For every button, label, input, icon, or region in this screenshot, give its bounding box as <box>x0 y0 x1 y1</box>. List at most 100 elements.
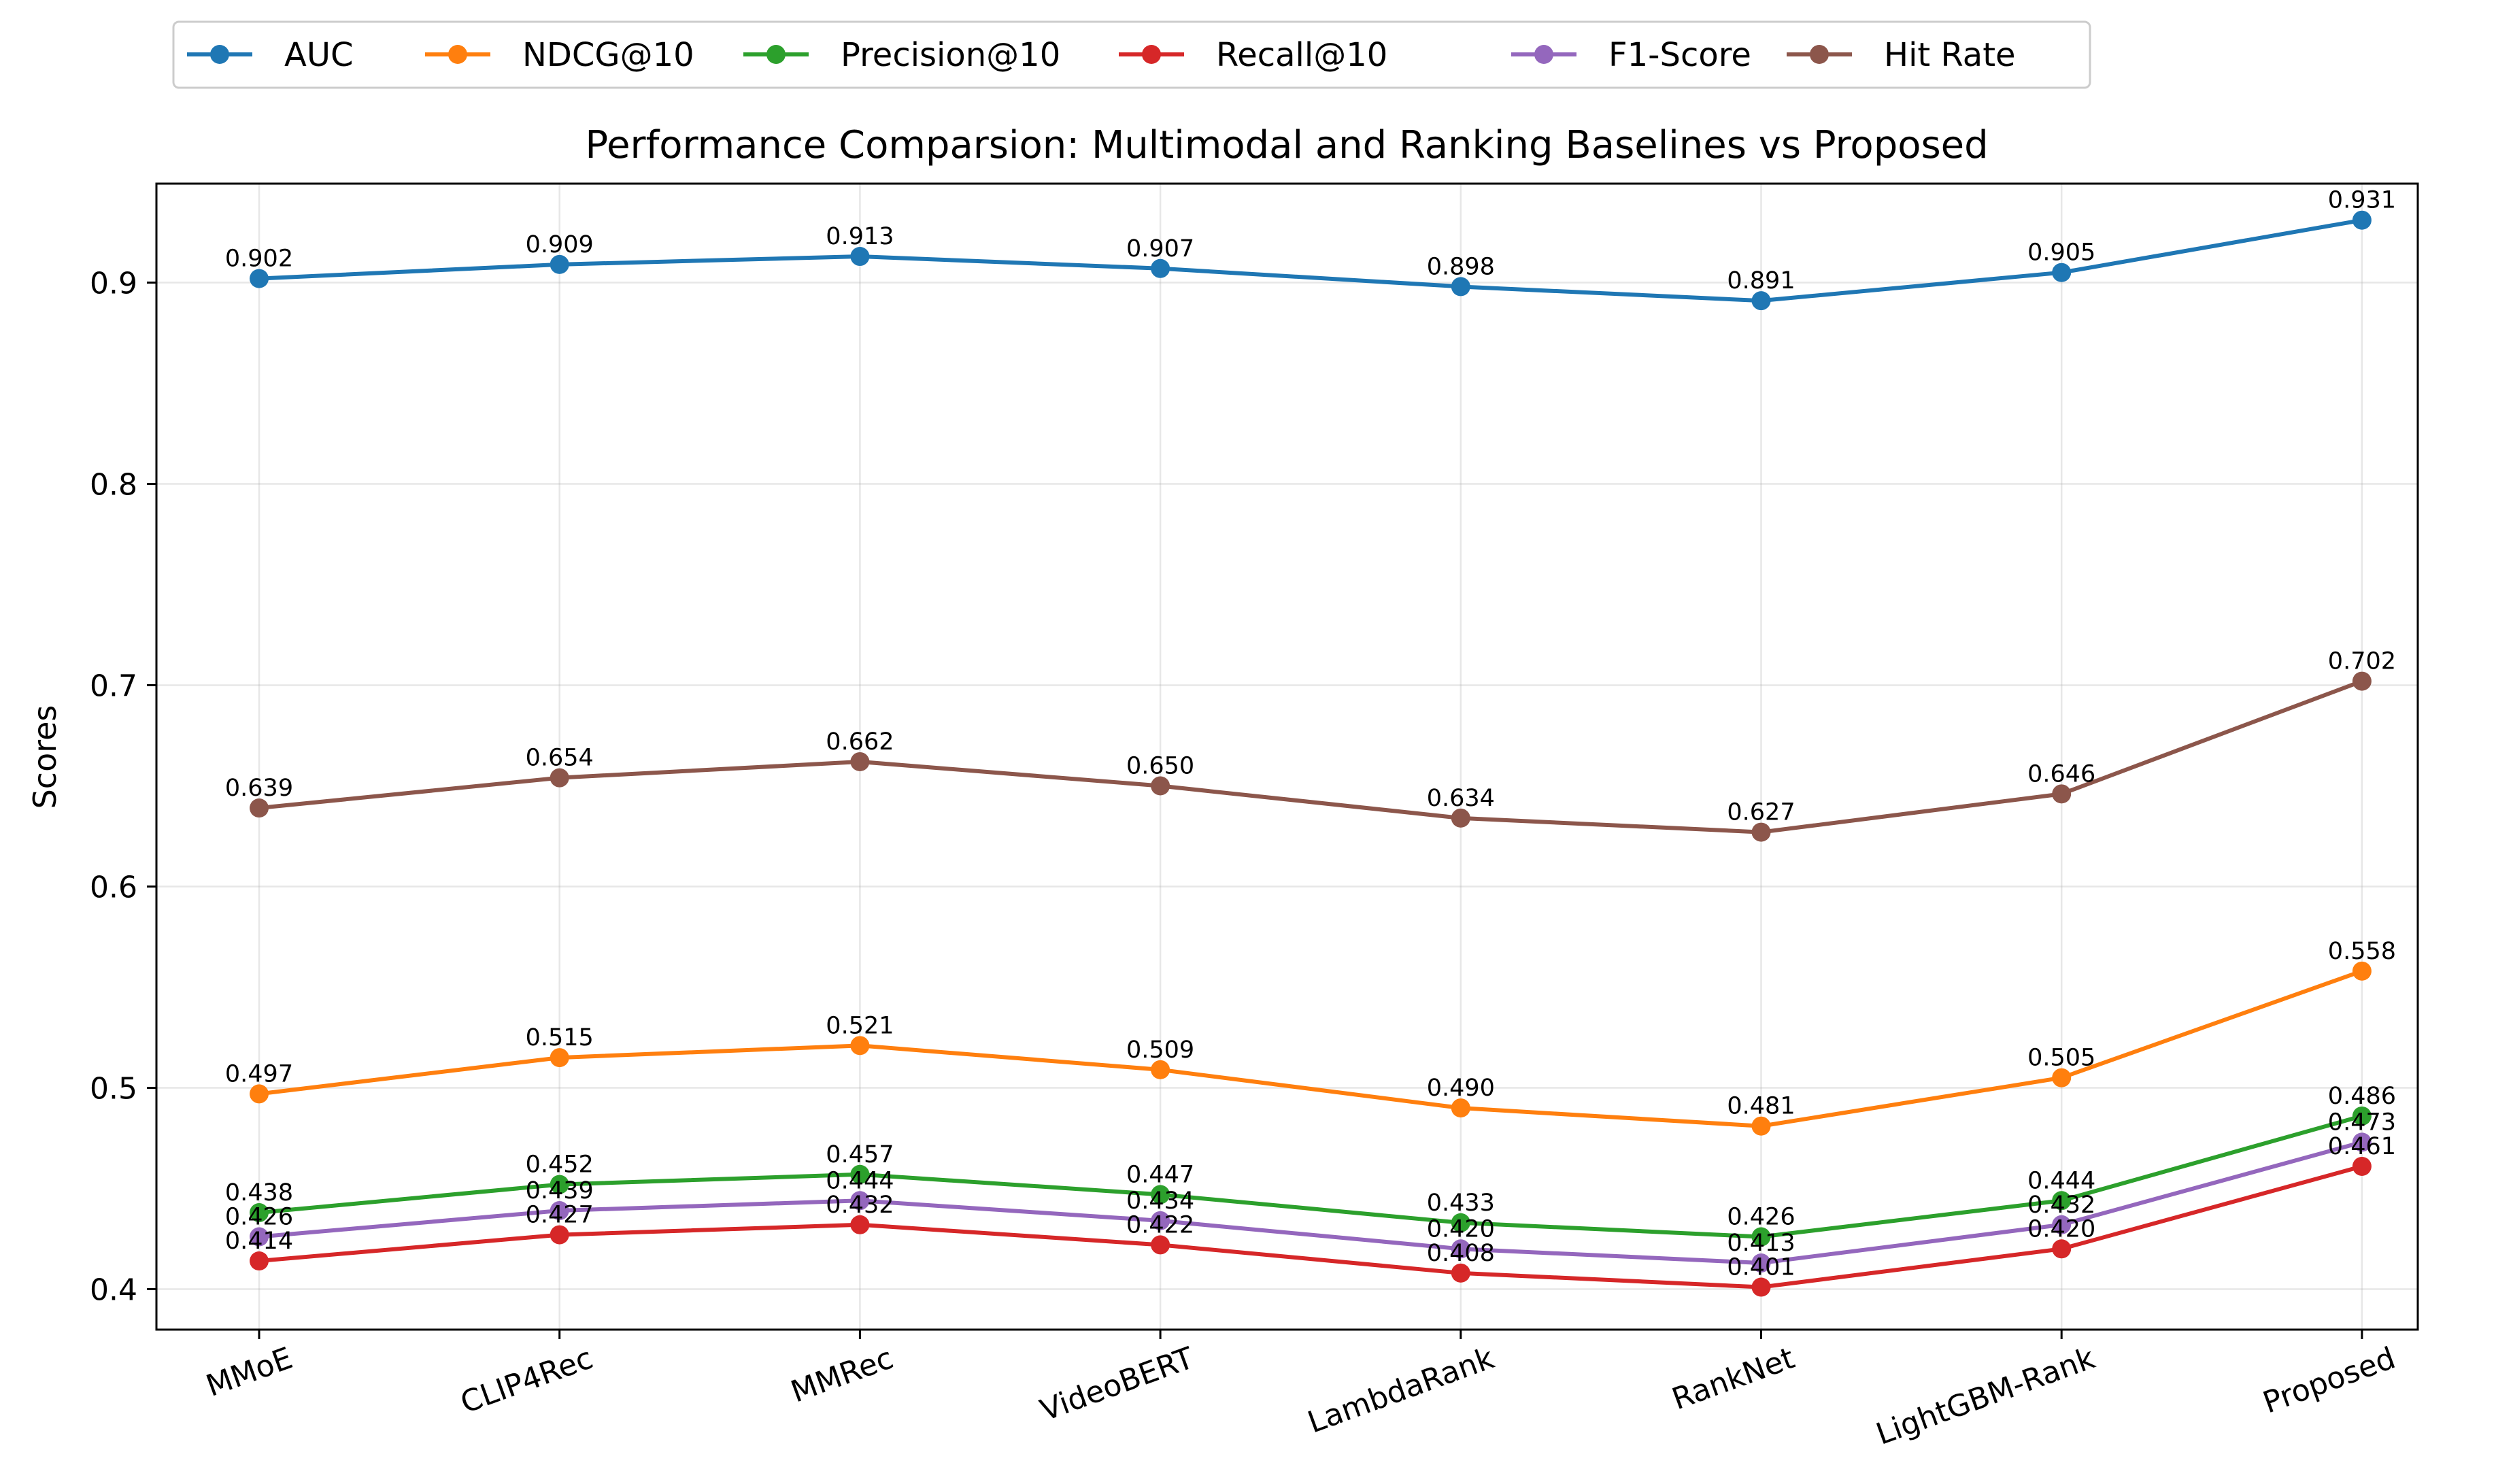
data-point-precision-10 <box>850 1164 870 1184</box>
data-point-hit-rate <box>1751 822 1771 842</box>
y-tick-label: 0.8 <box>90 468 137 503</box>
y-tick-label: 0.4 <box>90 1273 137 1308</box>
data-label-ndcg-10: 0.497 <box>225 1060 293 1087</box>
data-label-hit-rate: 0.702 <box>2328 648 2396 675</box>
legend-marker-hit-rate <box>1810 45 1829 64</box>
x-tick-label: LightGBM-Rank <box>1872 1340 2099 1452</box>
data-point-auc <box>2052 263 2072 282</box>
data-label-auc: 0.902 <box>225 246 293 273</box>
data-label-recall-10: 0.401 <box>1727 1254 1795 1281</box>
data-point-ndcg-10 <box>550 1048 569 1068</box>
legend-label-auc: AUC <box>284 36 353 74</box>
data-point-hit-rate <box>250 798 269 818</box>
series-line-precision-10 <box>258 1114 2363 1239</box>
x-tick-label: LambdaRank <box>1303 1340 1499 1440</box>
data-label-ndcg-10: 0.509 <box>1126 1036 1194 1064</box>
data-point-recall-10 <box>1751 1277 1771 1297</box>
x-tick-label: MMRec <box>786 1340 898 1409</box>
data-label-precision-10: 0.457 <box>826 1141 894 1168</box>
y-axis: 0.4 0.5 0.6 0.7 0.8 0.9 <box>90 267 156 1308</box>
data-label-f1-score: 0.434 <box>1126 1187 1194 1215</box>
data-label-precision-10: 0.433 <box>1427 1190 1495 1217</box>
legend-label-precision-10: Precision@10 <box>841 36 1060 74</box>
data-label-recall-10: 0.420 <box>2027 1215 2095 1243</box>
data-point-hit-rate <box>2052 784 2072 804</box>
data-label-hit-rate: 0.654 <box>526 745 594 772</box>
data-label-precision-10: 0.452 <box>526 1151 594 1179</box>
legend-label-ndcg-10: NDCG@10 <box>522 36 694 74</box>
data-point-auc <box>2352 210 2372 230</box>
data-label-precision-10: 0.486 <box>2328 1083 2396 1110</box>
data-label-hit-rate: 0.662 <box>826 728 894 756</box>
y-axis-title: Scores <box>27 705 63 809</box>
data-point-hit-rate <box>2352 671 2372 691</box>
data-point-auc <box>550 254 569 274</box>
data-label-f1-score: 0.413 <box>1727 1230 1795 1257</box>
data-point-f1-score <box>250 1227 269 1247</box>
series-points <box>250 210 2372 1297</box>
data-point-f1-score <box>1751 1253 1771 1273</box>
data-label-precision-10: 0.447 <box>1126 1161 1194 1188</box>
series-line-auc <box>258 218 2363 303</box>
data-point-precision-10 <box>550 1175 569 1194</box>
legend-label-recall-10: Recall@10 <box>1216 36 1387 74</box>
data-label-ndcg-10: 0.558 <box>2328 938 2396 965</box>
data-point-recall-10 <box>550 1225 569 1245</box>
data-label-precision-10: 0.438 <box>225 1179 293 1207</box>
data-point-ndcg-10 <box>1451 1098 1470 1118</box>
legend-marker-precision-10 <box>766 45 786 64</box>
data-point-precision-10 <box>1451 1213 1470 1232</box>
legend-marker-auc <box>210 45 229 64</box>
data-label-recall-10: 0.422 <box>1126 1211 1194 1238</box>
x-tick-label: VideoBERT <box>1036 1340 1198 1428</box>
data-label-f1-score: 0.432 <box>2027 1192 2095 1219</box>
grid-lines <box>156 184 2418 1330</box>
data-point-precision-10 <box>250 1203 269 1223</box>
legend-marker-ndcg-10 <box>448 45 467 64</box>
data-point-ndcg-10 <box>2352 961 2372 981</box>
x-tick-label: MMoE <box>202 1340 297 1404</box>
data-label-f1-score: 0.426 <box>225 1204 293 1231</box>
x-tick-label: CLIP4Rec <box>456 1340 598 1420</box>
data-label-ndcg-10: 0.490 <box>1427 1075 1495 1102</box>
data-label-recall-10: 0.427 <box>526 1202 594 1229</box>
data-point-f1-score <box>850 1191 870 1211</box>
data-point-recall-10 <box>1451 1263 1470 1283</box>
data-label-f1-score: 0.473 <box>2328 1109 2396 1136</box>
data-point-recall-10 <box>2052 1239 2072 1259</box>
data-label-recall-10: 0.414 <box>225 1228 293 1255</box>
y-tick-label: 0.9 <box>90 267 137 301</box>
data-label-hit-rate: 0.639 <box>225 775 293 802</box>
data-label-recall-10: 0.432 <box>826 1192 894 1219</box>
data-point-f1-score <box>2352 1132 2372 1152</box>
data-label-hit-rate: 0.634 <box>1427 785 1495 812</box>
data-label-hit-rate: 0.646 <box>2027 760 2095 788</box>
data-point-f1-score <box>2052 1215 2072 1234</box>
data-label-auc: 0.909 <box>526 231 594 258</box>
data-label-auc: 0.931 <box>2328 187 2396 214</box>
data-label-auc: 0.898 <box>1427 253 1495 280</box>
data-point-precision-10 <box>2052 1191 2072 1211</box>
data-point-recall-10 <box>2352 1156 2372 1176</box>
legend-label-hit-rate: Hit Rate <box>1884 36 2016 74</box>
data-point-auc <box>1151 258 1170 278</box>
series-line-hit-rate <box>258 679 2363 834</box>
chart-title: Performance Comparsion: Multimodal and R… <box>585 123 1988 167</box>
x-tick-label: Proposed <box>2259 1340 2400 1420</box>
data-point-ndcg-10 <box>2052 1068 2072 1087</box>
data-point-auc <box>1751 291 1771 311</box>
data-label-auc: 0.891 <box>1727 267 1795 294</box>
data-label-f1-score: 0.439 <box>526 1177 594 1204</box>
data-label-f1-score: 0.444 <box>826 1167 894 1194</box>
data-labels: 0.902 0.909 0.913 0.907 0.898 0.891 0.905 0.931… <box>225 187 2396 1281</box>
data-point-ndcg-10 <box>850 1036 870 1056</box>
series-lines <box>258 218 2363 1289</box>
data-point-f1-score <box>1451 1239 1470 1259</box>
data-point-recall-10 <box>250 1251 269 1271</box>
data-point-ndcg-10 <box>250 1084 269 1104</box>
x-axis: MMoE CLIP4Rec MMRec VideoBERT LambdaRank Rank… <box>202 1330 2400 1452</box>
data-point-ndcg-10 <box>1151 1060 1170 1079</box>
y-tick-label: 0.5 <box>90 1072 137 1107</box>
data-label-recall-10: 0.408 <box>1427 1240 1495 1267</box>
